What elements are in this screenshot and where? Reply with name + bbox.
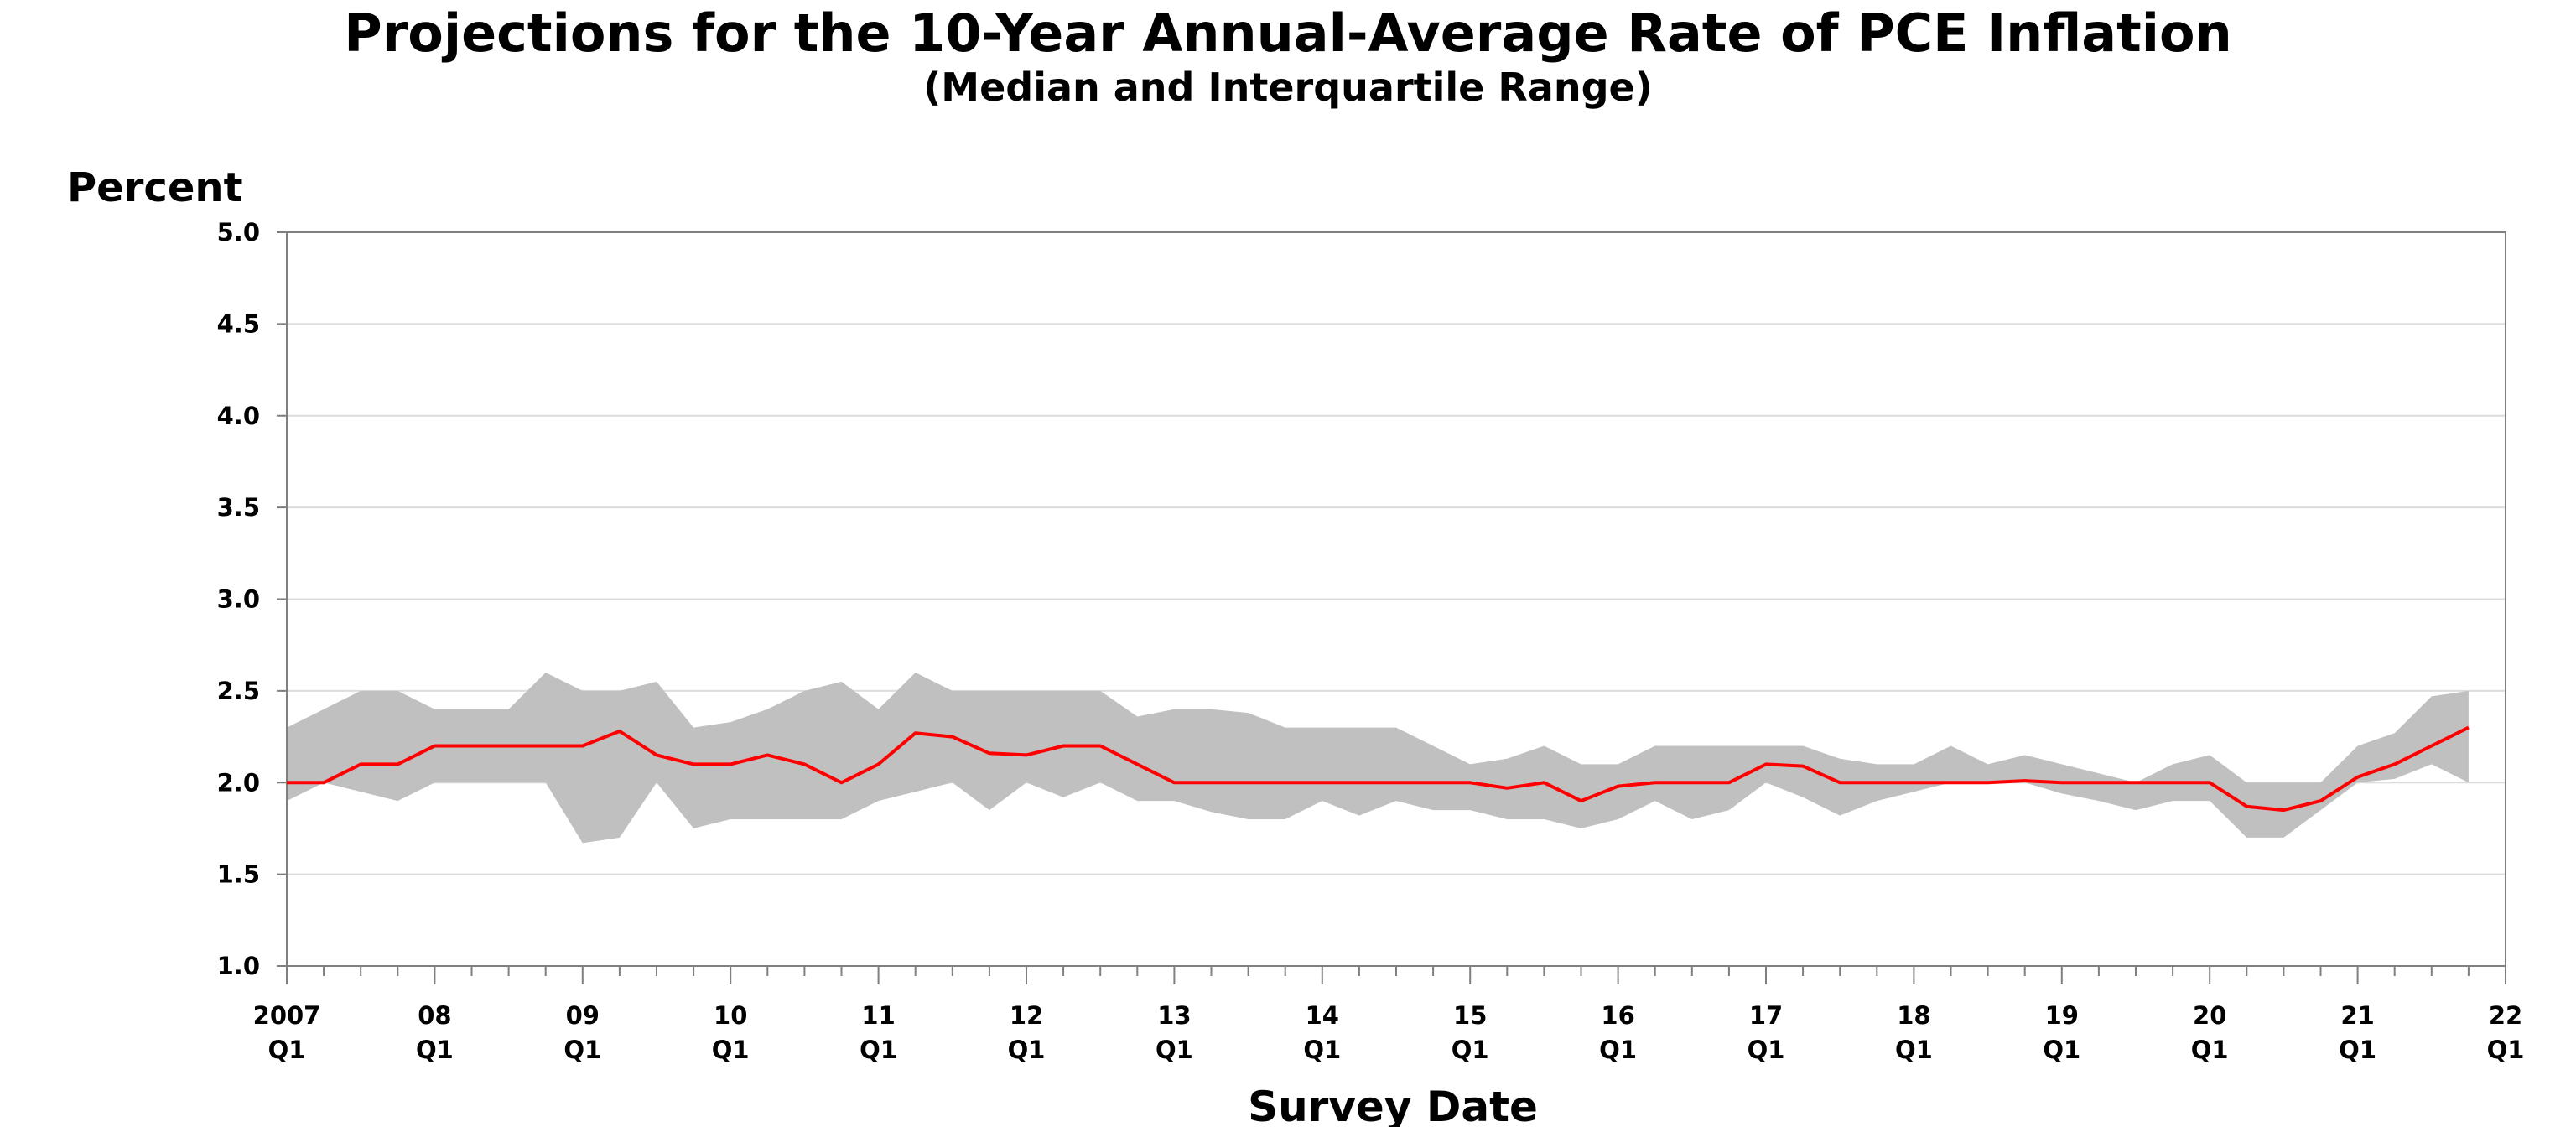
tick-labels: 1.0 1.5 2.0 2.5 3.0 3.5 4.0 4.5 5.0 2007 Q1 08 Q1 09 Q… (217, 218, 2525, 1064)
x-tick-quarter: Q1 (2191, 1036, 2229, 1064)
y-tick-label: 1.0 (217, 952, 260, 980)
x-tick-year: 17 (1749, 1001, 1783, 1030)
x-tick-quarter: Q1 (2339, 1036, 2376, 1064)
y-tick-label: 4.5 (217, 309, 260, 338)
x-tick-quarter: Q1 (1599, 1036, 1637, 1064)
x-tick-year: 11 (861, 1001, 895, 1030)
median-line (287, 725, 2470, 813)
y-tick-label: 3.0 (217, 585, 260, 614)
x-tick-quarter: Q1 (1303, 1036, 1341, 1064)
x-tick-quarter: Q1 (268, 1036, 306, 1064)
chart-subtitle: (Median and Interquartile Range) (923, 65, 1653, 110)
x-tick-year: 15 (1453, 1001, 1487, 1030)
x-tick-quarter: Q1 (416, 1036, 454, 1064)
x-tick-quarter: Q1 (712, 1036, 750, 1064)
x-axis-label: Survey Date (1248, 1083, 1538, 1127)
x-tick-year: 14 (1306, 1001, 1339, 1030)
y-tick-label: 1.5 (217, 860, 260, 889)
x-tick-quarter: Q1 (1452, 1036, 1489, 1064)
y-tick-label: 3.5 (217, 493, 260, 522)
x-tick-year: 09 (566, 1001, 600, 1030)
x-tick-year: 16 (1601, 1001, 1634, 1030)
x-tick-quarter: Q1 (564, 1036, 601, 1064)
x-tick-year: 12 (1010, 1001, 1043, 1030)
x-tick-quarter: Q1 (1008, 1036, 1046, 1064)
x-tick-year: 13 (1157, 1001, 1191, 1030)
x-tick-quarter: Q1 (2487, 1036, 2525, 1064)
x-tick-quarter: Q1 (860, 1036, 897, 1064)
x-tick-quarter: Q1 (2043, 1036, 2080, 1064)
y-axis-label: Percent (67, 164, 243, 211)
x-tick-quarter: Q1 (1748, 1036, 1785, 1064)
x-tick-quarter: Q1 (1156, 1036, 1193, 1064)
interquartile-range-band (287, 673, 2469, 844)
x-tick-year: 22 (2489, 1001, 2522, 1030)
x-tick-quarter: Q1 (1895, 1036, 1933, 1064)
x-tick-year: 08 (418, 1001, 451, 1030)
x-tick-year: 21 (2340, 1001, 2374, 1030)
x-tick-year: 10 (714, 1001, 747, 1030)
y-tick-label: 2.5 (217, 677, 260, 705)
y-tick-label: 5.0 (217, 218, 260, 247)
grid-lines (287, 323, 2506, 875)
axes (277, 231, 2506, 984)
y-tick-label: 2.0 (217, 768, 260, 797)
x-tick-year: 19 (2045, 1001, 2079, 1030)
x-tick-year: 18 (1897, 1001, 1930, 1030)
y-tick-label: 4.0 (217, 402, 260, 430)
x-tick-year: 20 (2193, 1001, 2226, 1030)
chart-title: Projections for the 10-Year Annual-Avera… (344, 3, 2232, 64)
x-tick-year: 2007 (253, 1001, 321, 1030)
